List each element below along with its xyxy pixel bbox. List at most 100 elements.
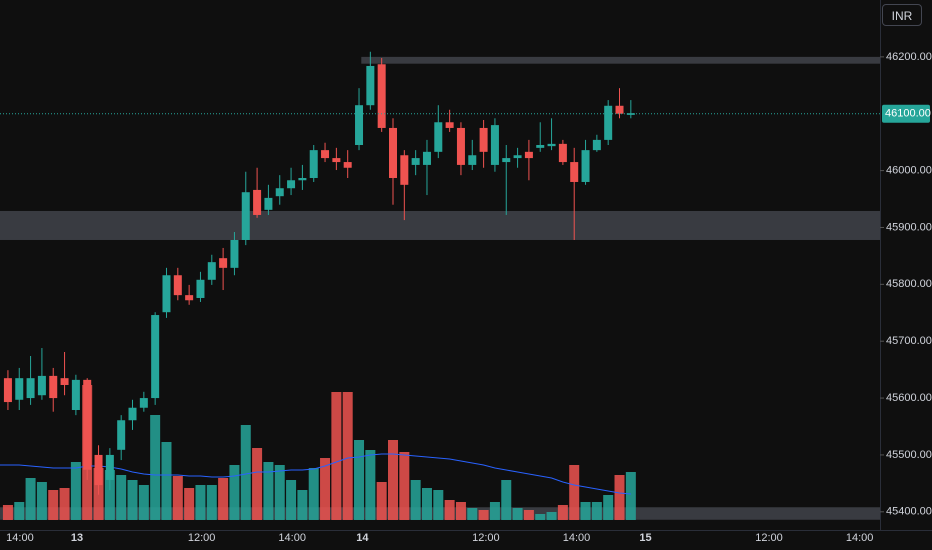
candle-body xyxy=(524,151,533,159)
volume-bar xyxy=(195,485,206,520)
candle-body xyxy=(604,105,613,140)
volume-bar xyxy=(342,392,353,520)
candle-body xyxy=(71,379,80,411)
candle-body xyxy=(241,192,250,240)
volume-bar xyxy=(603,495,614,520)
volume-bar xyxy=(444,500,455,520)
candle-body xyxy=(400,155,409,185)
candle-body xyxy=(15,378,24,400)
volume-bar xyxy=(229,465,240,520)
candle-body xyxy=(162,275,171,313)
volume-bar xyxy=(569,465,580,520)
volume-bar xyxy=(127,480,138,520)
candle-body xyxy=(558,143,567,163)
candle-body xyxy=(49,375,58,399)
candle-body xyxy=(287,180,296,189)
volume-bar xyxy=(2,505,13,520)
candle-body xyxy=(388,127,397,178)
y-tick-label: 45400.00 xyxy=(886,506,932,518)
candle-body xyxy=(230,239,239,268)
volume-bar xyxy=(399,452,410,520)
candle-body xyxy=(26,378,35,399)
currency-button[interactable]: INR xyxy=(882,4,922,26)
candle-body xyxy=(536,145,545,148)
candle-body xyxy=(445,122,454,128)
candle-body xyxy=(355,105,364,146)
volume-bar xyxy=(70,462,81,520)
candle-body xyxy=(468,155,477,165)
volume-bar xyxy=(138,485,149,520)
volume-bar xyxy=(116,475,127,520)
volume-bar xyxy=(14,502,25,520)
candle-body xyxy=(366,65,375,106)
volume-bar xyxy=(172,476,183,520)
candle-body xyxy=(196,279,205,298)
x-tick-label: 14:00 xyxy=(6,532,34,544)
candle-body xyxy=(332,158,341,163)
volume-bar xyxy=(48,490,59,520)
volume-bar xyxy=(263,462,274,520)
candle-body xyxy=(3,378,12,403)
volume-bar xyxy=(591,502,602,520)
candle-body xyxy=(37,375,46,396)
candle-body xyxy=(615,105,624,114)
volume-bar xyxy=(387,440,398,520)
volume-bar xyxy=(286,480,297,520)
candle-body xyxy=(377,64,386,128)
volume-bar xyxy=(308,468,319,520)
candle-body xyxy=(298,177,307,181)
x-tick-label: 14:00 xyxy=(563,532,591,544)
y-tick-label: 45900.00 xyxy=(886,221,932,233)
candle-body xyxy=(253,189,262,215)
candle-body xyxy=(275,188,284,197)
candle-body xyxy=(434,122,443,152)
zone xyxy=(361,56,880,64)
candle-body xyxy=(60,378,69,385)
volume-bar xyxy=(546,512,557,520)
volume-bar xyxy=(523,510,534,520)
candle-body xyxy=(513,155,522,159)
volume-bar xyxy=(365,450,376,520)
volume-bar xyxy=(36,482,47,520)
candle-body xyxy=(207,262,216,280)
candle-body xyxy=(343,162,352,168)
candle-body xyxy=(264,197,273,210)
candle-body xyxy=(592,139,601,151)
volume-bar xyxy=(184,488,195,520)
candle-body xyxy=(117,420,126,450)
volume-bar xyxy=(59,488,70,520)
x-tick-label: 14 xyxy=(356,532,369,544)
x-tick-label: 12:00 xyxy=(188,532,216,544)
y-tick-label: 45700.00 xyxy=(886,335,932,347)
volume-bar xyxy=(614,475,625,520)
candle-body xyxy=(94,454,103,486)
volume-bar xyxy=(274,465,285,520)
y-tick-label: 46200.00 xyxy=(886,51,932,63)
volume-bar xyxy=(206,485,217,520)
candle-body xyxy=(151,315,160,399)
candle-body xyxy=(422,151,431,165)
y-tick-label: 46000.00 xyxy=(886,165,932,177)
candle-body xyxy=(502,158,511,163)
volume-bar xyxy=(320,458,331,520)
volume-bar xyxy=(25,478,36,520)
volume-bar xyxy=(161,442,172,520)
volume-bar xyxy=(218,478,229,520)
candle-body xyxy=(479,127,488,152)
candle-body xyxy=(128,407,137,421)
volume-bar xyxy=(557,505,568,520)
volume-bar xyxy=(150,415,161,520)
volume-bar xyxy=(354,440,365,520)
candle-body xyxy=(581,150,590,182)
candle-body xyxy=(309,150,318,178)
x-tick-label: 12:00 xyxy=(755,532,783,544)
candle-body xyxy=(456,127,465,165)
candle-body xyxy=(173,275,182,296)
candle-body xyxy=(83,379,92,470)
volume-bar xyxy=(376,482,387,520)
volume-bar xyxy=(252,448,263,520)
x-tick-label: 15 xyxy=(639,532,651,544)
volume-bar xyxy=(455,502,466,520)
volume-bar xyxy=(512,508,523,520)
